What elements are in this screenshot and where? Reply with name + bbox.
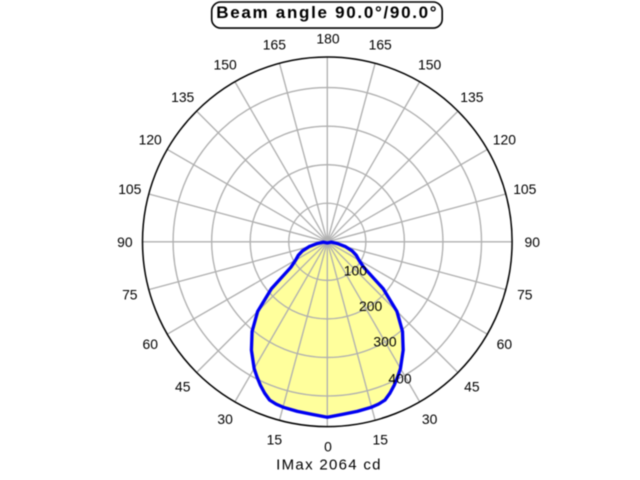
- svg-text:135: 135: [171, 89, 194, 105]
- svg-text:45: 45: [464, 378, 480, 394]
- svg-text:200: 200: [359, 298, 382, 314]
- svg-text:120: 120: [493, 132, 516, 148]
- svg-text:60: 60: [497, 336, 513, 352]
- svg-text:150: 150: [214, 57, 237, 73]
- svg-text:IMax 2064 cd: IMax 2064 cd: [276, 457, 382, 474]
- svg-text:105: 105: [118, 181, 141, 197]
- svg-text:150: 150: [418, 57, 441, 73]
- svg-text:120: 120: [139, 132, 162, 148]
- svg-text:105: 105: [513, 181, 536, 197]
- svg-text:30: 30: [217, 411, 233, 427]
- svg-text:15: 15: [372, 431, 388, 447]
- svg-text:15: 15: [267, 431, 283, 447]
- svg-text:60: 60: [142, 336, 158, 352]
- svg-text:45: 45: [175, 378, 191, 394]
- svg-text:300: 300: [373, 334, 396, 350]
- svg-text:90: 90: [524, 234, 540, 250]
- svg-text:135: 135: [460, 89, 483, 105]
- svg-text:75: 75: [122, 287, 138, 303]
- svg-text:180: 180: [316, 30, 339, 46]
- svg-text:Beam angle 90.0°/90.0°: Beam angle 90.0°/90.0°: [216, 3, 438, 22]
- svg-text:0: 0: [324, 438, 332, 454]
- svg-text:400: 400: [388, 371, 411, 387]
- svg-text:75: 75: [517, 287, 533, 303]
- svg-text:30: 30: [422, 411, 438, 427]
- svg-text:165: 165: [263, 36, 286, 52]
- svg-text:165: 165: [369, 36, 392, 52]
- svg-text:100: 100: [344, 262, 367, 278]
- svg-text:90: 90: [117, 234, 133, 250]
